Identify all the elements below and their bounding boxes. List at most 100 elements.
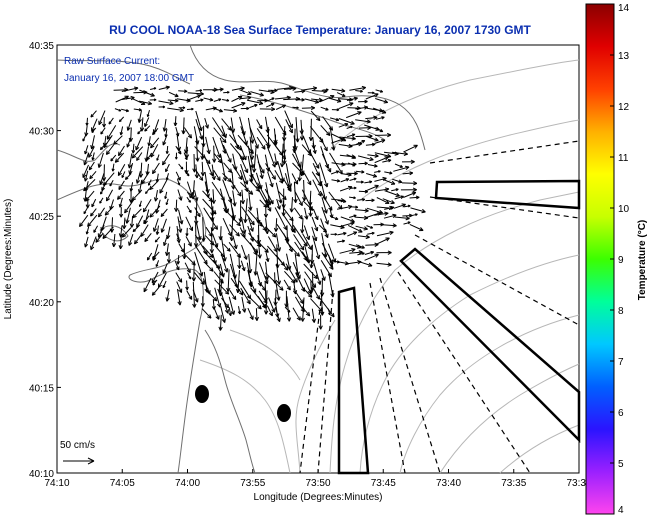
current-vector [247,295,262,310]
current-vector [121,86,139,92]
current-vector [254,308,259,321]
temperature-colorbar [585,3,615,515]
current-vector [346,125,353,129]
current-vector [166,251,172,264]
current-vector [111,233,117,248]
current-vector [147,136,152,147]
current-vector [266,126,271,149]
current-vector [365,135,379,142]
current-vector [186,205,192,214]
current-vector [194,215,202,241]
current-vector [160,218,167,233]
current-vector [131,146,144,159]
current-vector [148,179,152,186]
current-vector [223,162,233,173]
current-vector [167,107,184,113]
current-vector [392,178,403,184]
current-vector [374,170,381,173]
current-vector [138,200,142,208]
current-vector [204,262,214,272]
current-vector [327,308,331,316]
current-vector [194,207,201,218]
colorbar-tick-label: 14 [618,3,630,14]
current-vector [97,152,104,168]
current-vector [318,297,335,318]
current-vector [349,85,367,91]
current-vector [257,98,269,103]
current-vector [146,109,150,118]
current-vector [374,156,389,164]
current-vector [142,199,152,213]
current-vector [374,176,387,182]
current-vector [138,100,153,106]
current-vector [124,199,135,214]
current-vector [137,110,142,123]
current-vector [265,227,277,238]
coastline [56,44,426,474]
current-vector [252,146,257,173]
current-vector [337,199,347,203]
current-vector [174,260,180,271]
current-vector [191,260,197,282]
current-vector [91,127,97,134]
current-vector [97,224,105,238]
current-vector [200,296,205,307]
current-vector [382,178,396,185]
colorbar-tick-label: 6 [618,408,624,419]
current-vector [158,85,170,90]
current-vector [391,188,399,192]
current-vector [355,170,365,174]
current-vector [120,108,130,113]
current-vector [312,235,321,260]
current-vector [346,154,357,159]
current-vector [355,225,368,231]
current-vector [177,216,183,233]
current-vector [150,144,159,158]
current-vector [264,188,274,205]
current-vector [330,232,338,236]
current-vector [82,134,87,142]
x-tick-label: 74:00 [175,478,200,489]
current-vector [364,180,373,184]
current-vector [181,117,186,135]
current-vector [257,161,265,174]
current-vector [102,226,114,239]
current-vector [312,208,319,221]
current-vector [275,104,286,110]
current-vector [319,162,329,188]
current-vector [162,119,167,132]
current-vector [229,224,240,237]
current-vector [173,116,178,127]
current-vector [310,153,320,169]
current-vector [321,197,328,214]
current-vector [187,272,192,280]
y-axis-title: Latitude (Degrees:Minutes) [3,199,14,320]
current-vector [195,118,204,140]
current-vector [105,144,115,155]
current-vector [183,152,188,161]
current-vector [374,139,386,144]
current-vector [313,289,320,300]
current-vector [211,164,216,181]
current-vector [163,235,168,247]
current-vector [129,215,135,228]
current-vector [293,234,305,251]
current-vector [158,272,167,288]
current-vector [346,171,358,176]
current-vector [394,215,410,221]
current-vector [291,173,299,185]
current-vector [131,143,136,154]
current-vector [156,154,160,161]
x-tick-label: 73:35 [501,478,526,489]
current-vector [89,170,97,180]
current-vector [228,307,232,317]
current-vector [111,163,115,172]
current-vector [349,250,363,255]
current-vector [230,277,244,296]
current-vector [121,171,126,178]
current-vector [367,163,378,168]
current-vector [265,199,272,212]
current-vector [383,213,397,219]
current-vector [367,153,379,158]
current-vector [235,270,241,294]
